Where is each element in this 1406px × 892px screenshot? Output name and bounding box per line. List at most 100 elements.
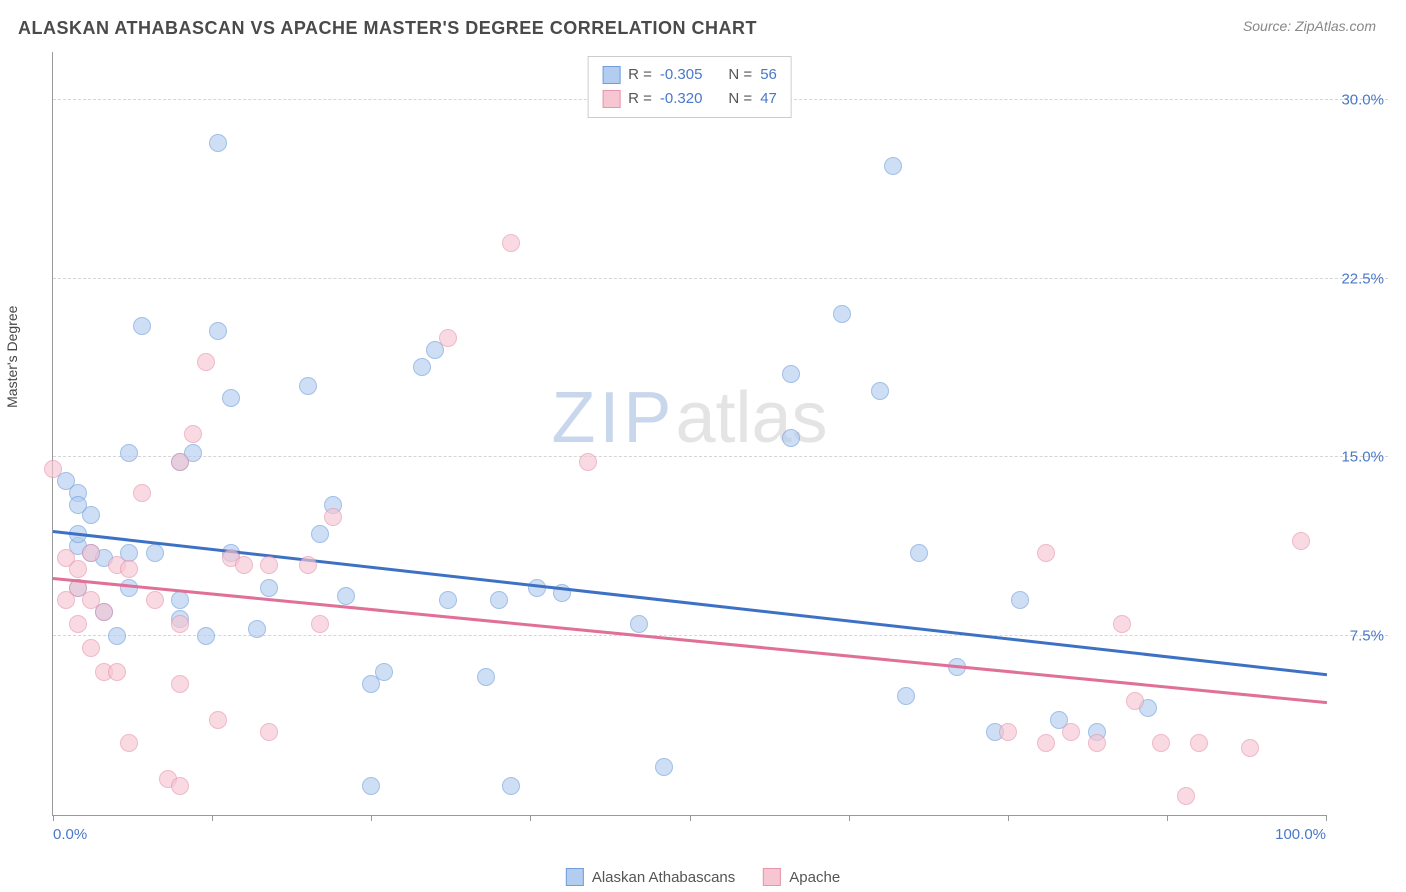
scatter-point: [299, 377, 317, 395]
trend-line: [53, 530, 1327, 676]
watermark: ZIPatlas: [551, 377, 827, 459]
scatter-point: [439, 329, 457, 347]
swatch-series-1: [602, 90, 620, 108]
scatter-point: [362, 777, 380, 795]
scatter-point: [120, 734, 138, 752]
scatter-point: [782, 429, 800, 447]
scatter-point: [897, 687, 915, 705]
scatter-point: [1011, 591, 1029, 609]
scatter-point: [528, 579, 546, 597]
swatch-series-0: [602, 66, 620, 84]
correlation-legend: R = -0.305 N = 56 R = -0.320 N = 47: [587, 56, 792, 118]
scatter-point: [413, 358, 431, 376]
scatter-point: [502, 777, 520, 795]
corr-r-value-1: -0.320: [660, 87, 703, 111]
corr-r-label: R =: [628, 87, 652, 111]
x-tick: [53, 815, 54, 821]
x-tick: [690, 815, 691, 821]
y-axis-label: Master's Degree: [4, 306, 20, 408]
scatter-point: [260, 556, 278, 574]
scatter-point: [1292, 532, 1310, 550]
scatter-point: [209, 711, 227, 729]
scatter-point: [1062, 723, 1080, 741]
corr-n-label: N =: [728, 87, 752, 111]
y-tick-label: 22.5%: [1341, 270, 1384, 287]
legend-swatch-0: [566, 868, 584, 886]
scatter-point: [171, 591, 189, 609]
legend-swatch-1: [763, 868, 781, 886]
scatter-point: [871, 382, 889, 400]
corr-row-series-1: R = -0.320 N = 47: [602, 87, 777, 111]
scatter-point: [1113, 615, 1131, 633]
scatter-point: [1088, 734, 1106, 752]
scatter-point: [299, 556, 317, 574]
scatter-point: [1177, 787, 1195, 805]
scatter-point: [833, 305, 851, 323]
watermark-atlas: atlas: [675, 378, 827, 458]
x-tick: [1326, 815, 1327, 821]
scatter-point: [1126, 692, 1144, 710]
scatter-point: [120, 579, 138, 597]
scatter-point: [197, 627, 215, 645]
scatter-point: [82, 639, 100, 657]
corr-n-label: N =: [728, 63, 752, 87]
y-tick-label: 7.5%: [1350, 628, 1384, 645]
scatter-point: [1037, 734, 1055, 752]
gridline: [53, 456, 1388, 457]
corr-n-value-0: 56: [760, 63, 777, 87]
scatter-point: [108, 627, 126, 645]
source-attribution: Source: ZipAtlas.com: [1243, 18, 1376, 34]
scatter-point: [209, 322, 227, 340]
scatter-point: [490, 591, 508, 609]
scatter-point: [171, 615, 189, 633]
scatter-point: [171, 453, 189, 471]
x-tick: [530, 815, 531, 821]
scatter-point: [260, 579, 278, 597]
scatter-point: [69, 615, 87, 633]
scatter-point: [260, 723, 278, 741]
scatter-point: [1241, 739, 1259, 757]
scatter-point: [999, 723, 1017, 741]
scatter-point: [311, 525, 329, 543]
series-legend: Alaskan Athabascans Apache: [566, 868, 840, 886]
scatter-point: [1190, 734, 1208, 752]
scatter-point: [884, 157, 902, 175]
y-tick-label: 15.0%: [1341, 449, 1384, 466]
corr-r-label: R =: [628, 63, 652, 87]
scatter-point: [439, 591, 457, 609]
scatter-point: [502, 234, 520, 252]
legend-item-0: Alaskan Athabascans: [566, 868, 735, 886]
scatter-point: [133, 484, 151, 502]
chart-container: Master's Degree ZIPatlas R = -0.305 N = …: [18, 52, 1388, 850]
x-tick: [371, 815, 372, 821]
corr-n-value-1: 47: [760, 87, 777, 111]
corr-row-series-0: R = -0.305 N = 56: [602, 63, 777, 87]
scatter-point: [235, 556, 253, 574]
scatter-point: [579, 453, 597, 471]
scatter-point: [910, 544, 928, 562]
x-tick: [849, 815, 850, 821]
scatter-point: [324, 508, 342, 526]
gridline: [53, 278, 1388, 279]
plot-area: ZIPatlas R = -0.305 N = 56 R = -0.320 N …: [52, 52, 1326, 816]
scatter-point: [146, 591, 164, 609]
scatter-point: [120, 444, 138, 462]
scatter-point: [1037, 544, 1055, 562]
scatter-point: [477, 668, 495, 686]
scatter-point: [222, 389, 240, 407]
watermark-zip: ZIP: [551, 378, 675, 458]
scatter-point: [209, 134, 227, 152]
chart-title: ALASKAN ATHABASCAN VS APACHE MASTER'S DE…: [18, 18, 757, 39]
y-tick-label: 30.0%: [1341, 91, 1384, 108]
legend-item-1: Apache: [763, 868, 840, 886]
scatter-point: [44, 460, 62, 478]
scatter-point: [146, 544, 164, 562]
scatter-point: [171, 675, 189, 693]
scatter-point: [133, 317, 151, 335]
x-tick-label: 0.0%: [53, 826, 87, 843]
x-tick: [1167, 815, 1168, 821]
legend-label-0: Alaskan Athabascans: [592, 869, 735, 886]
scatter-point: [782, 365, 800, 383]
scatter-point: [655, 758, 673, 776]
scatter-point: [248, 620, 266, 638]
